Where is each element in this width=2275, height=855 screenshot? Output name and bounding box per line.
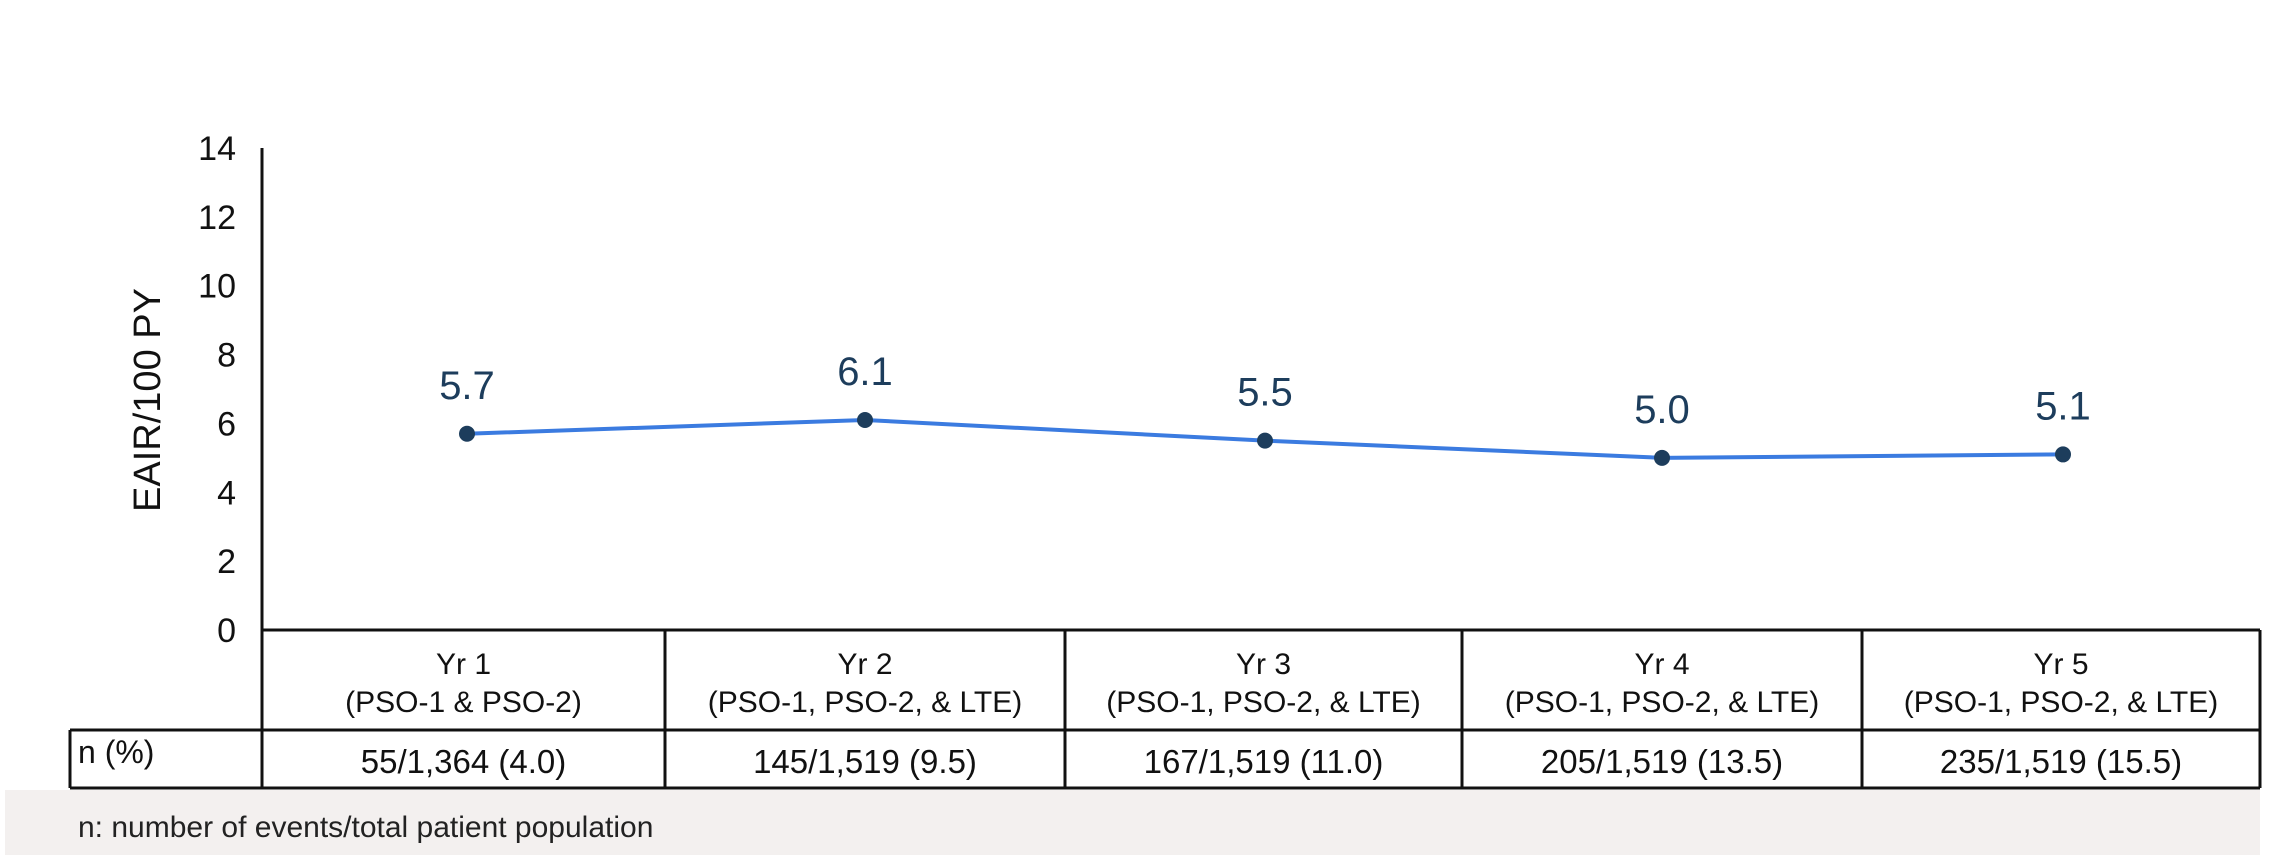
y-axis-ticks: 0 2 4 6 8 10 12 14 xyxy=(198,130,236,650)
n-value-cell: 55/1,364 (4.0) xyxy=(361,743,566,780)
category-label-line2: (PSO-1, PSO-2, & LTE) xyxy=(708,686,1023,719)
data-point-marker xyxy=(1654,449,1670,466)
category-label-line2: (PSO-1, PSO-2, & LTE) xyxy=(1505,686,1820,719)
data-value-label: 5.5 xyxy=(1237,371,1293,415)
data-point-marker xyxy=(857,411,873,428)
y-tick-label: 8 xyxy=(217,337,236,375)
y-tick-label: 2 xyxy=(217,543,236,581)
footnote-background xyxy=(5,790,2260,855)
data-value-label: 5.0 xyxy=(1634,388,1690,432)
data-labels: 5.7 6.1 5.5 5.0 5.1 xyxy=(439,350,2091,432)
y-tick-label: 12 xyxy=(198,199,236,237)
y-tick-label: 0 xyxy=(217,612,236,650)
category-table: Yr 1 (PSO-1 & PSO-2) 55/1,364 (4.0) Yr 2 (PS… xyxy=(68,628,2262,790)
category-label-line1: Yr 1 xyxy=(436,648,491,681)
n-value-cell: 167/1,519 (11.0) xyxy=(1144,743,1384,780)
y-axis-title: EAIR/100 PY xyxy=(127,288,169,512)
data-point-marker xyxy=(2055,446,2071,463)
series-markers xyxy=(459,411,2071,466)
data-value-label: 6.1 xyxy=(837,350,893,394)
y-tick-label: 10 xyxy=(198,268,236,306)
n-value-cell: 205/1,519 (13.5) xyxy=(1541,743,1783,780)
n-row-label: n (%) xyxy=(78,734,154,770)
data-point-marker xyxy=(459,425,475,442)
y-tick-label: 14 xyxy=(198,130,236,168)
data-value-label: 5.7 xyxy=(439,364,495,408)
n-value-cell: 145/1,519 (9.5) xyxy=(753,743,977,780)
data-value-label: 5.1 xyxy=(2035,384,2091,428)
category-label-line1: Yr 3 xyxy=(1236,648,1291,681)
n-value-cell: 235/1,519 (15.5) xyxy=(1940,743,2182,780)
footnote-text: n: number of events/total patient popula… xyxy=(78,811,653,844)
category-label-line2: (PSO-1, PSO-2, & LTE) xyxy=(1904,686,2219,719)
y-tick-label: 6 xyxy=(217,405,236,443)
y-tick-label: 4 xyxy=(217,474,236,512)
category-label-line1: Yr 5 xyxy=(2033,648,2088,681)
category-label-line2: (PSO-1, PSO-2, & LTE) xyxy=(1106,686,1421,719)
data-point-marker xyxy=(1257,432,1273,449)
category-label-line1: Yr 4 xyxy=(1634,648,1689,681)
category-label-line1: Yr 2 xyxy=(837,648,892,681)
category-label-line2: (PSO-1 & PSO-2) xyxy=(345,686,582,719)
